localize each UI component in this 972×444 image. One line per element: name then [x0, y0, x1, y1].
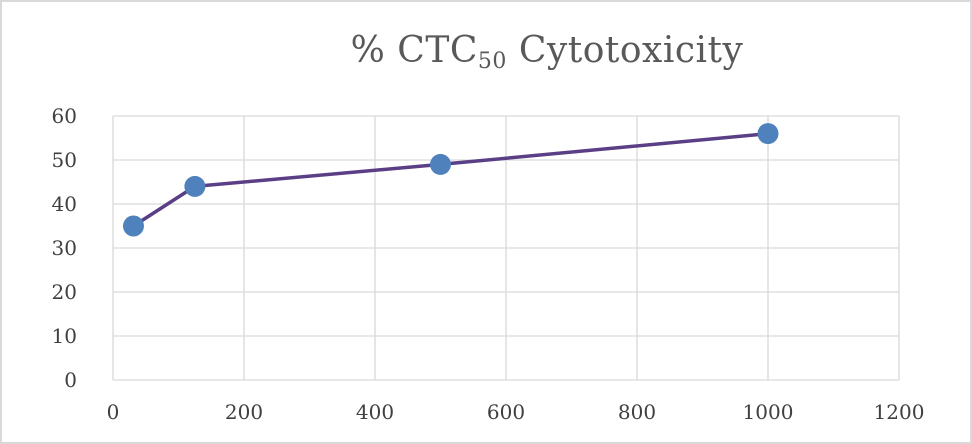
y-tick-label: 0 [64, 368, 77, 392]
chart-title: % CTC50 Cytotoxicity [2, 30, 972, 74]
chart-title-main: % CTC [350, 30, 478, 71]
x-tick-label: 200 [225, 400, 263, 424]
data-point-marker [757, 123, 779, 145]
y-tick-label: 10 [52, 324, 77, 348]
chart-title-subscript: 50 [477, 49, 507, 74]
y-tick-label: 60 [52, 104, 77, 128]
series-line [132, 131, 769, 228]
x-tick-label: 400 [356, 400, 394, 424]
y-tick-label: 30 [52, 236, 77, 260]
chart-title-rest: Cytotoxicity [506, 30, 744, 71]
y-tick-label: 40 [52, 192, 77, 216]
x-tick-label: 600 [487, 400, 525, 424]
data-point-marker [430, 153, 451, 175]
x-tick-label: 0 [107, 400, 120, 424]
x-tick-label: 1200 [874, 400, 925, 424]
data-point-marker [184, 175, 206, 197]
x-tick-label: 1000 [743, 400, 794, 424]
y-tick-label: 20 [52, 280, 77, 304]
data-point-marker [122, 215, 144, 237]
y-tick-label: 50 [52, 148, 77, 172]
x-tick-label: 800 [618, 400, 656, 424]
